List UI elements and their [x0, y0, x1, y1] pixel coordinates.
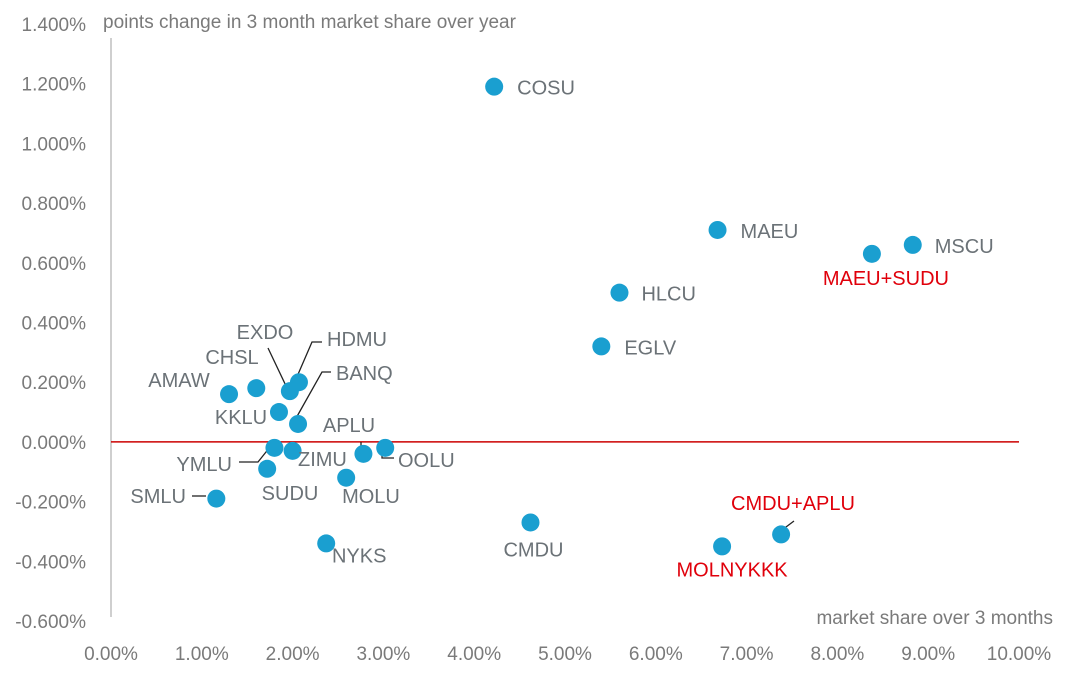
y-tick-label: 0.000%: [22, 433, 87, 454]
leader-line: [295, 341, 322, 380]
data-point: [903, 235, 922, 254]
y-tick-label: 0.800%: [22, 194, 87, 215]
point-label: HLCU: [641, 284, 695, 306]
y-tick-label: -0.600%: [15, 612, 86, 633]
data-point: [354, 444, 373, 463]
point-label: MAEU+SUDU: [823, 268, 949, 290]
point-label: APLU: [323, 415, 375, 437]
x-tick-label: 6.00%: [629, 644, 683, 665]
x-tick-label: 10.00%: [987, 644, 1052, 665]
point-label: CMDU: [503, 539, 563, 561]
x-axis-title: market share over 3 months: [816, 608, 1053, 629]
x-tick-label: 3.00%: [356, 644, 410, 665]
point-label: HDMU: [327, 329, 387, 351]
y-tick-label: 1.400%: [22, 15, 87, 36]
point-label: ZIMU: [298, 449, 347, 471]
x-tick-label: 2.00%: [266, 644, 320, 665]
point-label: CHSL: [205, 347, 258, 369]
x-axis-ticks: 0.00% 1.00% 2.00% 3.00% 4.00% 5.00% 6.00% 7.00%…: [84, 644, 1051, 665]
x-tick-label: 5.00%: [538, 644, 592, 665]
point-label: SUDU: [262, 483, 319, 505]
point-label: COSU: [517, 78, 575, 100]
point-label: MOLNYKKK: [677, 559, 789, 581]
data-point: [337, 468, 356, 487]
data-point: [862, 244, 881, 263]
point-label: AMAW: [148, 370, 210, 392]
data-point: [269, 403, 288, 422]
point-label: CMDU+APLU: [731, 493, 855, 515]
point-label: KKLU: [215, 407, 267, 429]
data-point: [258, 459, 277, 478]
data-point: [280, 382, 299, 401]
y-tick-label: 0.400%: [22, 314, 87, 335]
x-tick-label: 0.00%: [84, 644, 138, 665]
point-label: OOLU: [398, 450, 455, 472]
point-label: BANQ: [336, 363, 393, 385]
data-point: [317, 534, 336, 553]
data-point: [220, 385, 239, 404]
point-label: MAEU: [741, 221, 799, 243]
data-point: [265, 438, 284, 457]
y-tick-label: 0.600%: [22, 254, 87, 275]
data-point: [289, 414, 308, 433]
data-point: [283, 441, 302, 460]
point-label: MSCU: [935, 236, 994, 258]
data-point: [708, 220, 727, 239]
data-point: [376, 438, 395, 457]
point-label: EGLV: [624, 337, 677, 359]
data-points: [207, 77, 922, 556]
point-label: SMLU: [130, 486, 186, 508]
leader-line: [239, 446, 271, 463]
point-label: MOLU: [342, 486, 400, 508]
y-tick-label: 0.200%: [22, 373, 87, 394]
y-tick-label: 1.200%: [22, 75, 87, 96]
y-axis-ticks: -0.600% -0.400% -0.200% 0.000% 0.200% 0.400% 0…: [15, 15, 86, 633]
x-tick-label: 9.00%: [901, 644, 955, 665]
data-point: [207, 489, 226, 508]
point-label: YMLU: [176, 454, 232, 476]
x-tick-label: 8.00%: [810, 644, 864, 665]
y-tick-label: 1.000%: [22, 134, 87, 155]
data-point: [592, 337, 611, 356]
data-point: [247, 379, 266, 398]
y-tick-label: -0.400%: [15, 552, 86, 573]
data-point: [521, 513, 540, 532]
point-label: NYKS: [332, 545, 386, 567]
data-point: [610, 283, 629, 302]
data-point: [485, 77, 504, 96]
y-tick-label: -0.200%: [15, 493, 86, 514]
x-tick-label: 4.00%: [447, 644, 501, 665]
point-labels: COSU MAEU MSCU MAEU+SUDU HLCU EGLV HDMU EXDO CHS…: [130, 78, 993, 582]
data-point: [772, 525, 791, 544]
y-axis-title: points change in 3 month market share ov…: [103, 12, 517, 33]
x-tick-label: 7.00%: [720, 644, 774, 665]
leader-line: [294, 371, 331, 421]
data-point: [713, 537, 732, 556]
x-tick-label: 1.00%: [175, 644, 229, 665]
leader-line: [267, 347, 288, 389]
point-label: EXDO: [237, 322, 294, 344]
